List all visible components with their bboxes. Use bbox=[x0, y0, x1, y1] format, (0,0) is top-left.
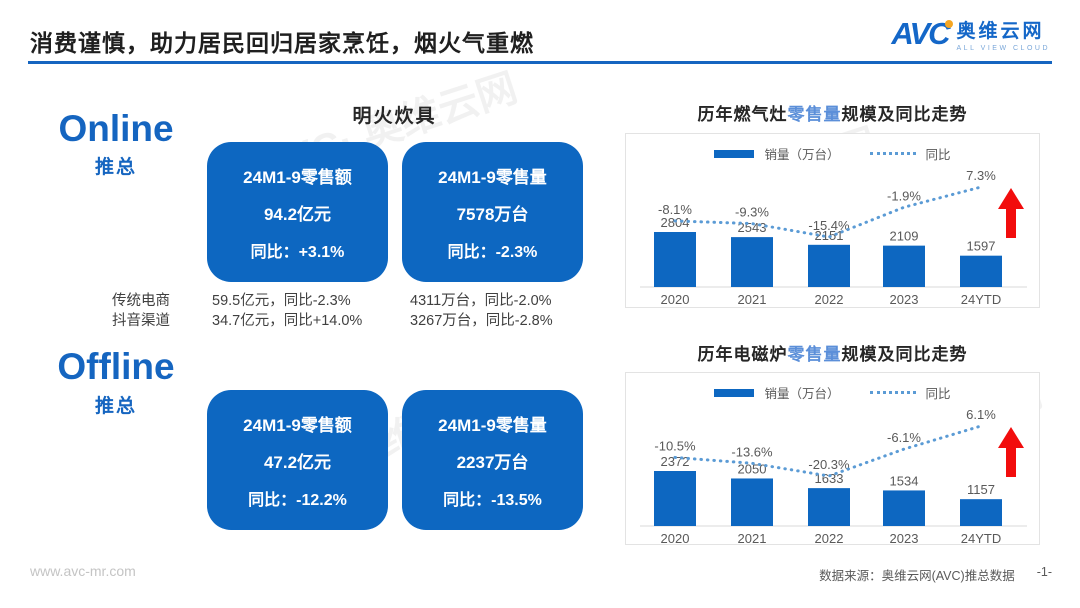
svg-text:-20.3%: -20.3% bbox=[808, 457, 850, 472]
offline-retail-volume-card: 24M1-9零售量 2237万台 同比：-13.5% bbox=[402, 390, 583, 530]
card-value: 7578万台 bbox=[456, 205, 529, 224]
chart-legend: 销量（万台） 同比 bbox=[626, 144, 1039, 163]
footer-right: 数据来源：奥维云网(AVC)推总数据 -1- bbox=[819, 565, 1052, 584]
page-number: -1- bbox=[1036, 565, 1052, 579]
svg-text:-13.6%: -13.6% bbox=[731, 444, 773, 459]
avc-logo: AVC 奥维云网 ALL VIEW CLOUD bbox=[891, 16, 1050, 52]
gas-stove-chart: 销量（万台） 同比 2804 2020 -8.1% 2543 2021 -9.3% 2151… bbox=[625, 133, 1040, 308]
chart-title-prefix: 历年电磁炉 bbox=[697, 345, 788, 364]
chart-title-suffix: 规模及同比走势 bbox=[841, 345, 968, 364]
svg-text:-8.1%: -8.1% bbox=[658, 202, 692, 217]
chart-title-highlight: 零售量 bbox=[787, 345, 842, 364]
bar-legend-swatch bbox=[714, 388, 755, 397]
card-title: 24M1-9零售额 bbox=[243, 415, 352, 435]
chart-title-highlight: 零售量 bbox=[787, 105, 842, 124]
card-title: 24M1-9零售量 bbox=[438, 167, 547, 187]
card-yoy: 同比：-2.3% bbox=[447, 243, 538, 261]
svg-text:-15.4%: -15.4% bbox=[808, 218, 850, 233]
card-title: 24M1-9零售量 bbox=[438, 415, 547, 435]
svg-text:24YTD: 24YTD bbox=[961, 292, 1001, 307]
chart-legend: 销量（万台） 同比 bbox=[626, 383, 1039, 402]
avc-logo-dot-icon bbox=[944, 20, 953, 28]
category-header: 明火炊具 bbox=[352, 106, 437, 127]
channel-name: 传统电商 bbox=[112, 293, 170, 309]
chart-canvas: 2804 2020 -8.1% 2543 2021 -9.3% 2151 2022 -15.4%… bbox=[626, 162, 1041, 317]
card-value: 47.2亿元 bbox=[263, 453, 332, 472]
card-yoy: 同比：-13.5% bbox=[443, 491, 542, 509]
svg-text:2020: 2020 bbox=[661, 531, 690, 546]
channel-amount: 34.7亿元，同比+14.0% bbox=[212, 313, 363, 329]
offline-retail-value-card: 24M1-9零售额 47.2亿元 同比：-12.2% bbox=[207, 390, 388, 530]
online-retail-value-card: 24M1-9零售额 94.2亿元 同比：+3.1% bbox=[207, 142, 388, 282]
gas-stove-chart-title: 历年燃气灶零售量规模及同比走势 bbox=[625, 100, 1040, 125]
line-legend-label: 同比 bbox=[925, 148, 951, 162]
channel-amount: 59.5亿元，同比-2.3% bbox=[212, 293, 351, 309]
page-title: 消费谨慎，助力居民回归居家烹饪，烟火气重燃 bbox=[30, 30, 534, 56]
svg-text:1597: 1597 bbox=[967, 239, 996, 254]
line-legend-swatch bbox=[869, 152, 916, 155]
bar-legend-swatch bbox=[714, 149, 755, 158]
chart-title-suffix: 规模及同比走势 bbox=[841, 105, 968, 124]
svg-text:2151: 2151 bbox=[815, 228, 844, 243]
svg-text:2022: 2022 bbox=[815, 531, 844, 546]
title-underline bbox=[28, 61, 1052, 64]
chart-canvas: 2372 2020 -10.5% 2050 2021 -13.6% 1633 2022 -20.… bbox=[626, 401, 1041, 556]
svg-text:1157: 1157 bbox=[967, 482, 995, 497]
svg-text:2109: 2109 bbox=[890, 229, 919, 244]
induction-cooker-chart: 销量（万台） 同比 2372 2020 -10.5% 2050 2021 -13.6% 16… bbox=[625, 372, 1040, 546]
svg-text:2021: 2021 bbox=[738, 292, 767, 307]
svg-text:-6.1%: -6.1% bbox=[887, 430, 921, 445]
svg-text:1534: 1534 bbox=[890, 473, 919, 488]
svg-text:2023: 2023 bbox=[890, 292, 919, 307]
svg-text:2543: 2543 bbox=[738, 220, 767, 235]
svg-text:-10.5%: -10.5% bbox=[654, 438, 696, 453]
card-title: 24M1-9零售额 bbox=[243, 167, 352, 187]
induction-cooker-chart-title: 历年电磁炉零售量规模及同比走势 bbox=[625, 340, 1040, 365]
svg-text:7.3%: 7.3% bbox=[966, 168, 996, 183]
svg-text:2023: 2023 bbox=[890, 531, 919, 546]
svg-text:24YTD: 24YTD bbox=[961, 531, 1001, 546]
svg-text:2021: 2021 bbox=[738, 531, 767, 546]
avc-logo-name: 奥维云网 bbox=[956, 21, 1045, 42]
offline-label: Offline bbox=[57, 346, 175, 387]
channel-name: 抖音渠道 bbox=[112, 313, 170, 329]
chart-title-prefix: 历年燃气灶 bbox=[697, 105, 788, 124]
avc-logo-tagline: ALL VIEW CLOUD bbox=[956, 45, 1050, 52]
offline-sublabel: 推总 bbox=[94, 396, 137, 417]
data-source-note: 数据来源：奥维云网(AVC)推总数据 bbox=[819, 569, 1015, 583]
line-legend-label: 同比 bbox=[925, 387, 951, 401]
avc-logo-wordmark: 奥维云网 ALL VIEW CLOUD bbox=[957, 16, 1050, 52]
channel-volume: 3267万台，同比-2.8% bbox=[410, 313, 553, 329]
avc-logo-mark: AVC bbox=[891, 16, 953, 52]
card-value: 94.2亿元 bbox=[263, 205, 332, 224]
card-yoy: 同比：+3.1% bbox=[250, 243, 345, 261]
bar-legend-label: 销量（万台） bbox=[764, 387, 840, 401]
channel-row-traditional: 传统电商 59.5亿元，同比-2.3% 4311万台，同比-2.0% bbox=[112, 289, 600, 310]
svg-text:-9.3%: -9.3% bbox=[735, 205, 769, 220]
line-legend-swatch bbox=[869, 391, 916, 394]
svg-text:1633: 1633 bbox=[815, 471, 844, 486]
svg-text:2804: 2804 bbox=[661, 215, 690, 230]
footer-website: www.avc-mr.com bbox=[30, 563, 136, 579]
card-yoy: 同比：-12.2% bbox=[248, 491, 347, 509]
online-sublabel: 推总 bbox=[94, 157, 137, 178]
svg-text:2020: 2020 bbox=[661, 292, 690, 307]
svg-text:2022: 2022 bbox=[815, 292, 844, 307]
avc-logo-text: AVC bbox=[891, 16, 950, 51]
svg-text:-1.9%: -1.9% bbox=[887, 188, 921, 203]
channel-volume: 4311万台，同比-2.0% bbox=[410, 293, 552, 309]
bar-legend-label: 销量（万台） bbox=[764, 148, 840, 162]
channel-row-douyin: 抖音渠道 34.7亿元，同比+14.0% 3267万台，同比-2.8% bbox=[112, 309, 600, 330]
online-label: Online bbox=[58, 108, 174, 149]
svg-text:6.1%: 6.1% bbox=[966, 407, 996, 422]
card-value: 2237万台 bbox=[456, 453, 529, 472]
online-retail-volume-card: 24M1-9零售量 7578万台 同比：-2.3% bbox=[402, 142, 583, 282]
